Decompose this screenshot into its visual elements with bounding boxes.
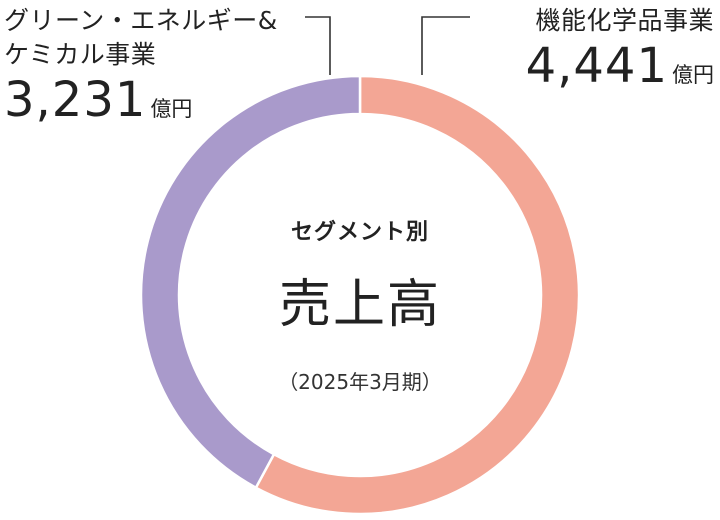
chart-title: 売上高 [278,275,441,335]
segment-value: 3,231 [4,72,147,128]
segment-unit: 億円 [150,97,193,121]
segment-unit: 億円 [672,63,714,87]
segment-name-line1: グリーン・エネルギー& [4,6,278,35]
leader-line-functional-chemicals [421,16,470,75]
leader-line-green-energy [305,16,331,75]
label-functional-chemicals: 機能化学品事業 4,441 億円 [526,4,714,90]
segment-value: 4,441 [525,38,668,94]
label-green-energy-chemicals: グリーン・エネルギー& ケミカル事業 3,231 億円 [4,4,278,124]
chart-period: （2025年3月期） [278,370,442,394]
segment-name-line2: ケミカル事業 [4,40,157,69]
donut-slice-1 [254,74,581,516]
donut-slice-2 [139,74,362,490]
chart-subtitle: セグメント別 [290,220,429,245]
segment-value-row: 3,231 億円 [4,76,278,124]
donut-slices [139,74,581,516]
segment-name: 機能化学品事業 [535,6,714,35]
segment-value-row: 4,441 億円 [526,42,714,90]
leader-lines [305,16,470,75]
